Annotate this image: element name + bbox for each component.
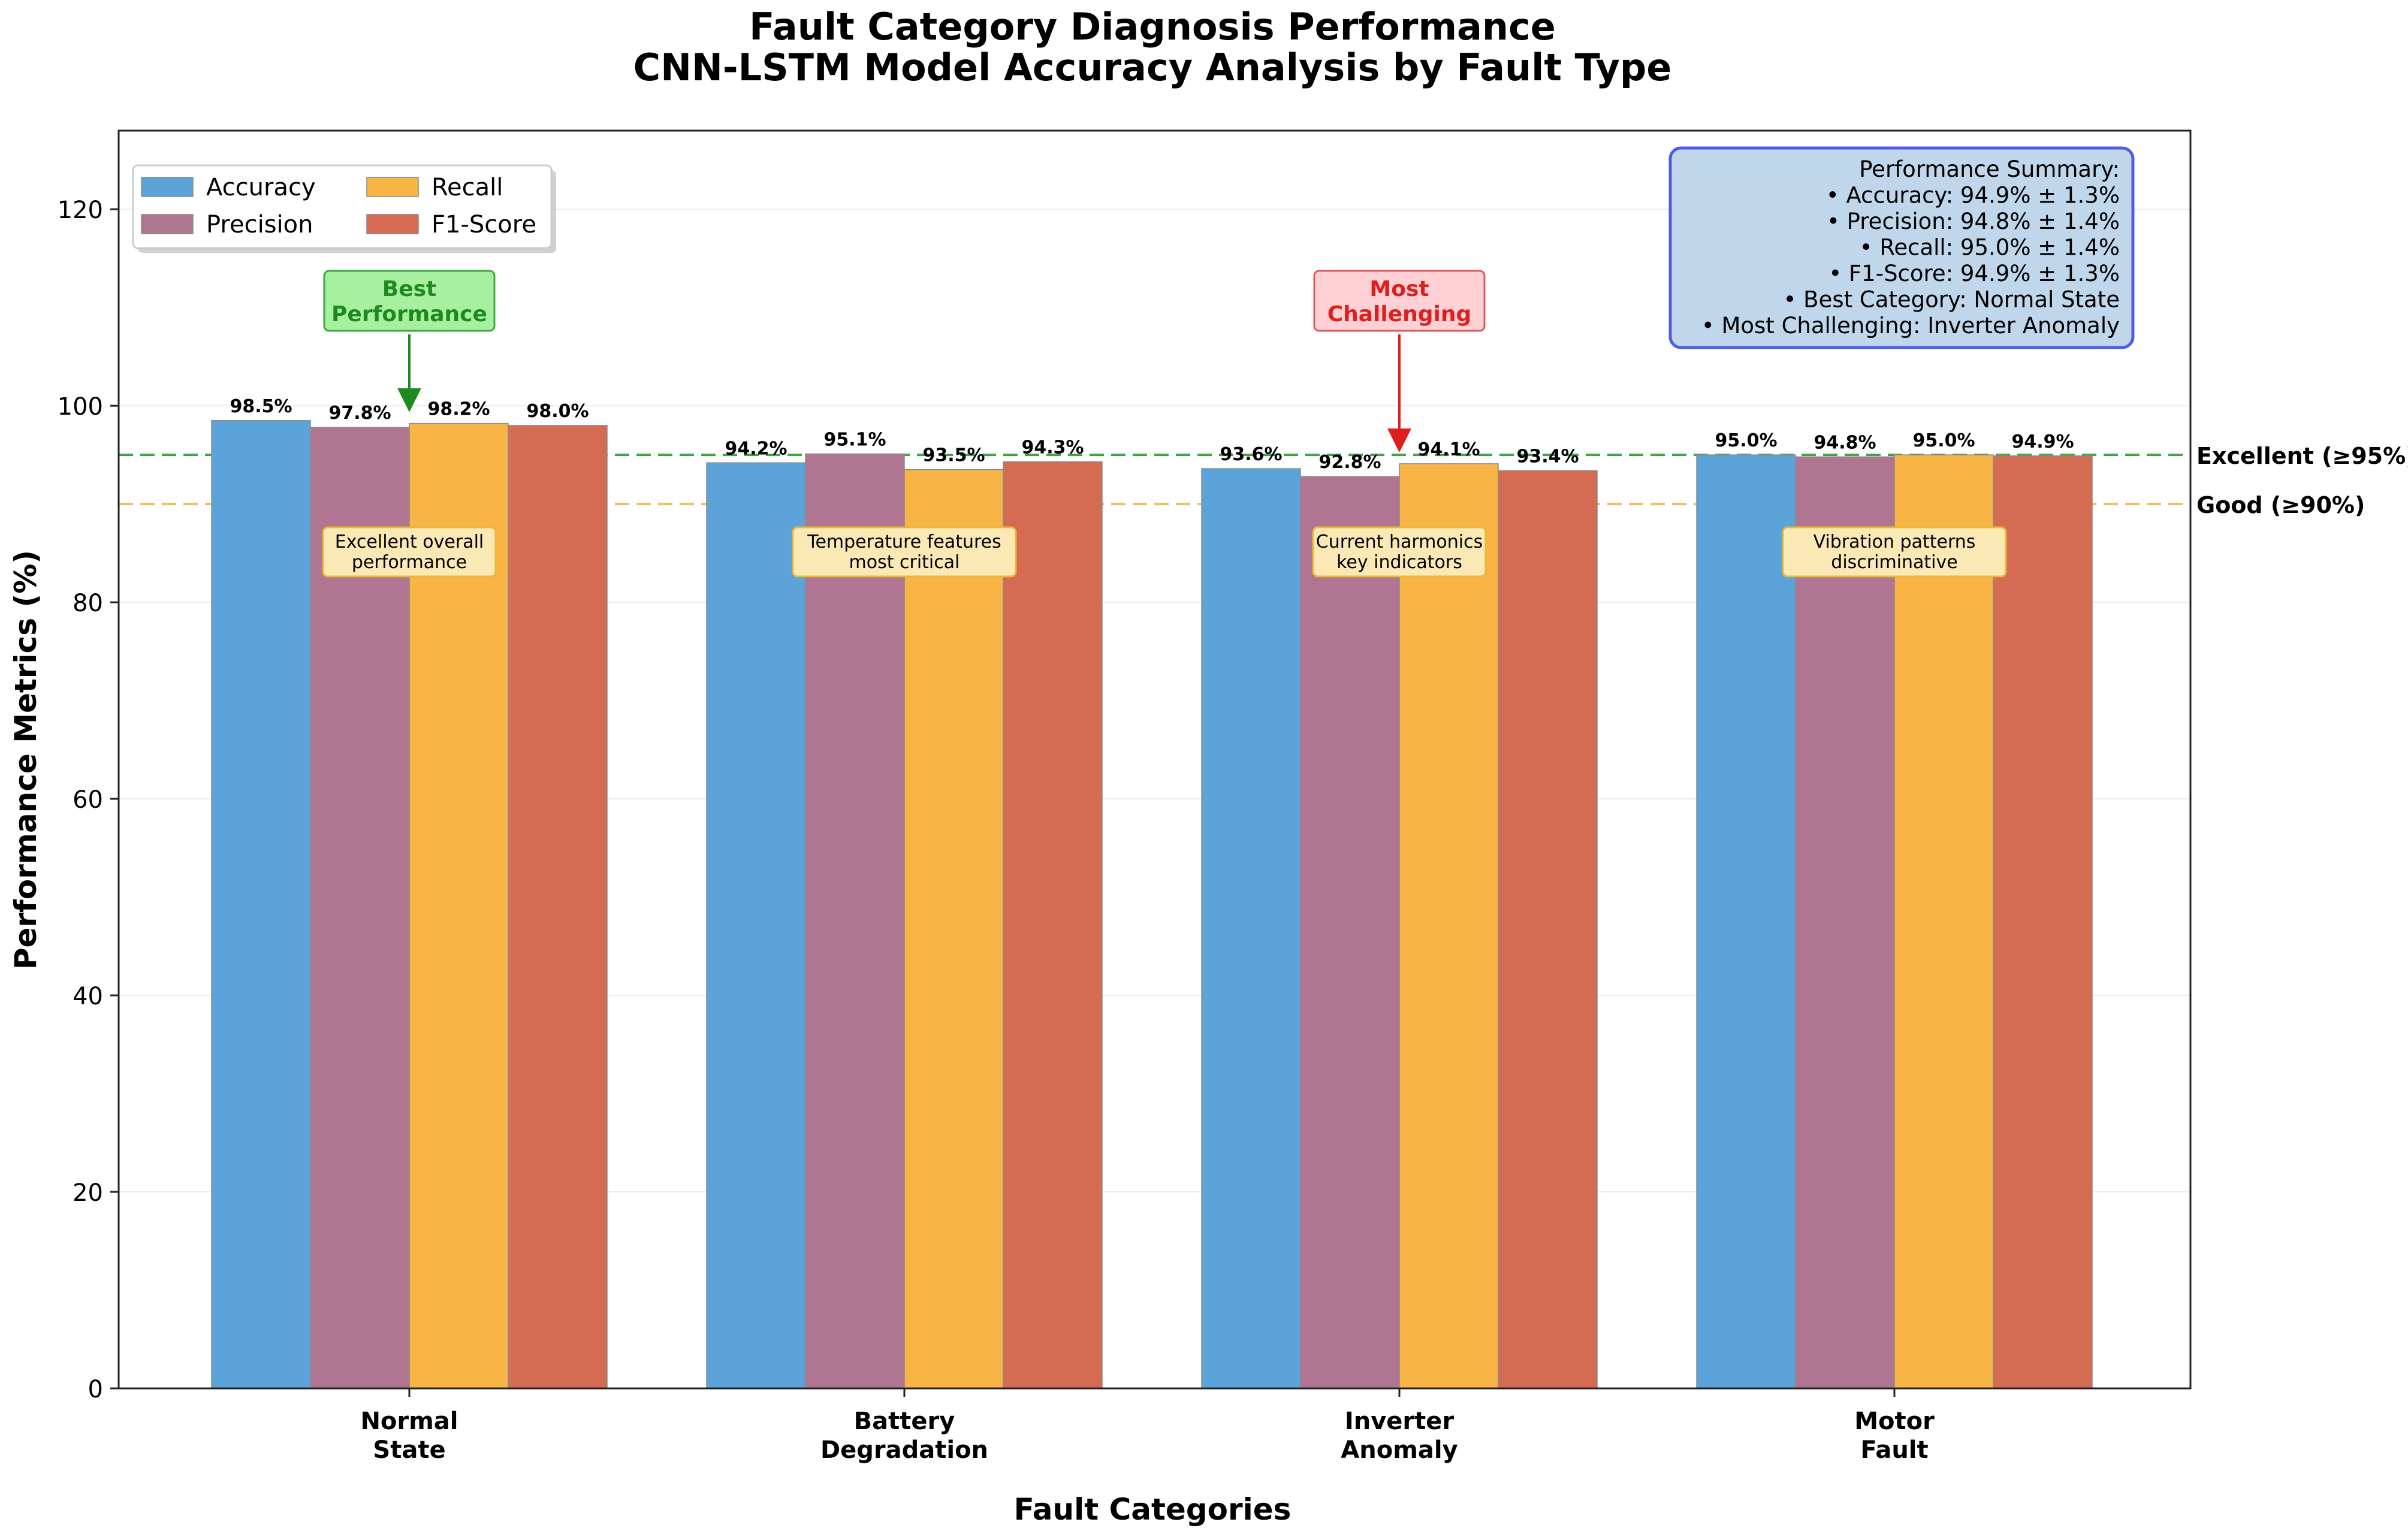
summary-line: Performance Summary: <box>1859 156 2120 182</box>
category-note-box <box>792 526 1017 578</box>
y-tick-label: 60 <box>73 786 103 814</box>
category-note-text: most critical <box>849 552 960 573</box>
callout-text: Performance <box>331 302 487 327</box>
bar <box>904 469 1004 1389</box>
bar-value-label: 95.0% <box>1715 430 1777 451</box>
chart-subtitle: CNN-LSTM Model Accuracy Analysis by Faul… <box>633 46 1672 89</box>
bar <box>1498 470 1598 1389</box>
x-tick-label: Battery <box>854 1408 955 1435</box>
bar <box>1300 476 1400 1389</box>
bar <box>1696 454 1796 1389</box>
bar-value-label: 98.0% <box>526 401 589 422</box>
y-tick-label: 120 <box>58 197 103 224</box>
summary-line: • Accuracy: 94.9% ± 1.3% <box>1826 183 2120 209</box>
bar <box>409 422 509 1389</box>
category-note-box <box>1782 526 2007 578</box>
plot-frame <box>117 129 2192 1390</box>
category-note-text: performance <box>352 552 467 573</box>
reference-line-label: Good (≥90%) <box>2196 492 2365 518</box>
chart-title: Fault Category Diagnosis Performance <box>749 5 1556 49</box>
bar-value-label: 95.1% <box>823 430 886 451</box>
category-note-text: discriminative <box>1831 552 1957 573</box>
y-axis-label: Performance Metrics (%) <box>8 550 43 970</box>
reference-line-label: Excellent (≥95%) <box>2196 443 2408 469</box>
category-note-text: Vibration patterns <box>1813 532 1976 552</box>
bar <box>805 453 905 1389</box>
y-tick-label: 40 <box>73 983 103 1010</box>
callout-box <box>323 270 496 332</box>
performance-summary-box: Performance Summary:• Accuracy: 94.9% ± … <box>1668 146 2135 349</box>
bar-value-label: 94.1% <box>1417 439 1480 460</box>
category-note-text: key indicators <box>1336 552 1462 573</box>
y-tick-label: 100 <box>58 393 103 421</box>
y-axis: 0 20 40 60 80 100 120 <box>58 197 119 1403</box>
legend-label: Accuracy <box>206 174 316 201</box>
category-note-text: Current harmonics <box>1316 532 1483 552</box>
bar <box>1003 461 1103 1389</box>
x-tick-label: State <box>373 1436 445 1464</box>
bar <box>706 462 806 1389</box>
legend-swatch <box>141 214 194 234</box>
x-tick-label: Anomaly <box>1341 1436 1458 1464</box>
bar <box>508 425 608 1389</box>
x-tick-label: Degradation <box>820 1436 988 1464</box>
callout-text: Challenging <box>1327 302 1472 327</box>
summary-line: • Precision: 94.8% ± 1.4% <box>1827 209 2120 234</box>
legend-swatch <box>141 177 194 197</box>
bar-value-label: 93.4% <box>1516 446 1579 467</box>
bar-value-label: 95.0% <box>1912 430 1975 451</box>
bar <box>1894 454 1994 1389</box>
summary-line: • Most Challenging: Inverter Anomaly <box>1701 313 2120 339</box>
bar-value-label: 94.8% <box>1813 432 1876 453</box>
bar-value-label: 94.9% <box>2011 431 2074 452</box>
legend-box <box>132 164 553 249</box>
bar-value-label: 98.2% <box>427 399 490 420</box>
bar-value-label: 98.5% <box>230 396 292 417</box>
category-note-box <box>1312 526 1487 578</box>
summary-box <box>1668 146 2135 349</box>
callout-text: Best <box>382 277 437 301</box>
callout-text: Most <box>1369 277 1429 301</box>
x-tick-label: Normal <box>360 1408 458 1435</box>
legend-label: Recall <box>431 174 503 201</box>
legend-swatch <box>366 177 419 197</box>
legend-label: F1-Score <box>431 211 536 238</box>
category-note-box <box>322 526 497 578</box>
bar-value-label: 93.6% <box>1220 444 1282 465</box>
bar-value-label: 93.5% <box>922 445 985 466</box>
bar <box>211 420 311 1389</box>
bar <box>1399 463 1499 1389</box>
category-note-text: Temperature features <box>807 532 1001 552</box>
legend: Accuracy Precision Recall F1-Score <box>132 164 556 253</box>
summary-line: • Recall: 95.0% ± 1.4% <box>1860 235 2120 261</box>
bar-value-label: 94.2% <box>725 438 787 459</box>
category-note-text: Excellent overall <box>335 532 484 552</box>
bar <box>1201 468 1301 1389</box>
bar <box>1795 456 1895 1389</box>
x-tick-label: Inverter <box>1345 1408 1455 1435</box>
bar <box>1993 455 2093 1389</box>
bar-value-label: 94.3% <box>1021 437 1084 458</box>
legend-swatch <box>366 214 419 234</box>
y-tick-label: 80 <box>73 590 103 617</box>
y-tick-label: 20 <box>73 1179 103 1207</box>
bar-value-labels: 98.5% 94.2% 93.6% 95.0% 97.8% 95.1% 92.8% 94.8%… <box>230 396 2074 473</box>
summary-line: • Best Category: Normal State <box>1784 287 2120 313</box>
callout-box <box>1313 270 1486 332</box>
bar-value-label: 92.8% <box>1318 452 1381 473</box>
y-tick-label: 0 <box>88 1376 103 1403</box>
x-tick-label: Fault <box>1860 1436 1928 1464</box>
bars <box>211 420 2093 1389</box>
x-tick-label: Motor <box>1854 1408 1935 1435</box>
summary-line: • F1-Score: 94.9% ± 1.3% <box>1828 261 2120 286</box>
x-axis-label: Fault Categories <box>1014 1492 1291 1527</box>
bar-value-label: 97.8% <box>328 403 391 424</box>
legend-label: Precision <box>206 211 313 238</box>
